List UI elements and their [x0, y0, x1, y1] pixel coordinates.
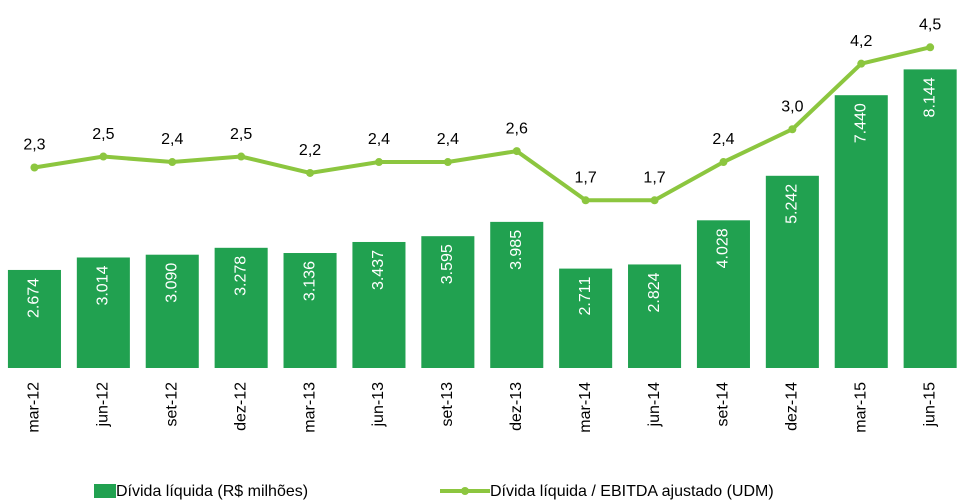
- x-tick-label: set-13: [439, 382, 456, 427]
- bar-value-label: 3.595: [439, 244, 456, 284]
- bar: [214, 247, 268, 368]
- bar: [283, 253, 337, 368]
- bar: [559, 268, 613, 368]
- bar: [834, 95, 888, 368]
- line-point: [581, 196, 590, 205]
- bar: [421, 236, 475, 368]
- bar: [696, 220, 750, 368]
- line-value-label: 2,4: [368, 131, 390, 148]
- bar-value-label: 8.144: [921, 77, 938, 117]
- bar: [7, 269, 61, 368]
- bar-value-label: 2.824: [646, 272, 663, 312]
- line-point: [926, 43, 935, 52]
- x-tick-label: set-14: [715, 382, 732, 427]
- line-value-label: 2,4: [437, 131, 459, 148]
- x-tick-label: mar-15: [852, 382, 869, 433]
- bar: [903, 69, 957, 369]
- line-point: [237, 152, 246, 161]
- line-point: [788, 125, 797, 134]
- line-point: [30, 163, 39, 172]
- bar-value-label: 3.136: [301, 261, 318, 301]
- line-point: [650, 196, 659, 205]
- bar-value-label: 7.440: [852, 103, 869, 143]
- line: [34, 45, 931, 203]
- line-value-label: 2,3: [23, 137, 45, 154]
- line-value-label: 2,5: [230, 126, 252, 143]
- x-tick-label: jun-13: [370, 382, 387, 428]
- bar: [490, 221, 544, 368]
- x-tick-label: jun-15: [921, 382, 938, 428]
- line-value-label: 2,6: [506, 120, 528, 137]
- legend-label: Dívida líquida / EBITDA ajustado (UDM): [490, 483, 774, 500]
- bar-value-label: 4.028: [715, 228, 732, 268]
- line-value-label: 2,2: [299, 142, 321, 159]
- bar-value-label: 3.014: [95, 265, 112, 305]
- bar: [352, 241, 406, 368]
- line-value-label: 2,4: [161, 131, 183, 148]
- bar: [76, 257, 130, 368]
- line-point: [168, 158, 177, 167]
- bar-value-label: 2.711: [577, 277, 594, 316]
- x-tick-label: set-12: [163, 382, 180, 427]
- x-tick-label: mar-14: [577, 382, 594, 433]
- line-value-label: 3,0: [781, 98, 803, 115]
- x-tick-label: mar-12: [26, 382, 43, 433]
- bar-value-label: 2.674: [26, 278, 43, 318]
- line-point: [719, 158, 728, 167]
- line-point: [306, 168, 315, 177]
- line-value-label: 2,4: [712, 131, 734, 148]
- x-tick-label: jun-12: [95, 382, 112, 428]
- legend-swatch: [94, 484, 116, 498]
- line-point: [857, 59, 866, 68]
- line-point: [512, 147, 521, 156]
- bar-value-label: 3.437: [370, 250, 387, 290]
- bar: [628, 264, 682, 368]
- line-point: [443, 158, 452, 167]
- x-tick-label: dez-14: [784, 382, 801, 431]
- bar: [145, 254, 199, 368]
- line-value-label: 1,7: [575, 169, 597, 186]
- line-value-label: 2,5: [92, 126, 114, 143]
- legend-label: Dívida líquida (R$ milhões): [116, 483, 308, 500]
- line-value-label: 4,5: [919, 17, 941, 34]
- x-tick-label: dez-12: [232, 382, 249, 431]
- line-point: [99, 152, 108, 161]
- legend-swatch: [461, 487, 469, 495]
- bar: [765, 175, 819, 368]
- line-value-label: 1,7: [643, 169, 665, 186]
- line-value-label: 4,2: [850, 33, 872, 50]
- x-tick-label: mar-13: [301, 382, 318, 433]
- x-tick-label: jun-14: [646, 382, 663, 428]
- bar-value-label: 3.090: [163, 263, 180, 303]
- line-point: [374, 158, 383, 167]
- bar-value-label: 3.985: [508, 230, 525, 270]
- x-tick-label: dez-13: [508, 382, 525, 431]
- bar-value-label: 5.242: [784, 184, 801, 224]
- bar-value-label: 3.278: [232, 256, 249, 296]
